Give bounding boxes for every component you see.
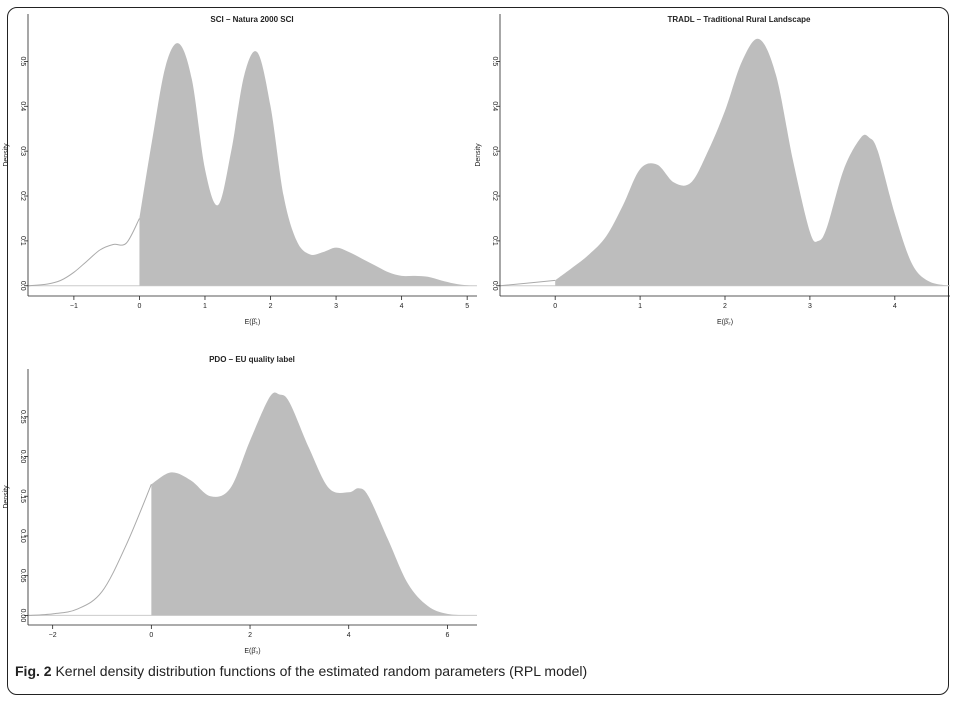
y-tick-label: 0.5 [491,57,498,67]
y-tick-label: 0.00 [19,609,26,623]
x-tick-label: 2 [269,303,273,310]
x-tick-label: −1 [70,303,78,310]
panel-title: TRADL – Traditional Rural Landscape [668,15,812,24]
y-tick-label: 0.1 [491,236,498,246]
y-tick-label: 0.2 [491,191,498,201]
y-axis-label: Density [3,485,10,509]
y-tick-label: 0.4 [491,101,498,111]
shaded-density-area [139,43,477,286]
figure-frame [7,7,949,695]
x-axis-label: E(β̂₁) [245,319,261,326]
x-tick-label: 3 [334,303,338,310]
y-axis-label: Density [3,143,10,167]
panel-title: PDO – EU quality label [209,355,295,364]
y-tick-label: 0.05 [19,569,26,583]
shaded-density-area [555,38,950,286]
y-axis-label: Density [475,143,482,167]
x-axis-label: E(β̂₃) [244,648,260,655]
density-panel-2: TRADL – Traditional Rural Landscape 0 1 2 3 4… [475,14,950,326]
shaded-density-area [151,392,477,616]
y-tick-label: 0.15 [19,489,26,503]
y-tick-label: 0.5 [19,57,26,67]
y-tick-label: 0.0 [491,281,498,291]
x-tick-label: 1 [203,303,207,310]
x-tick-label: 2 [723,303,727,310]
x-tick-label: 2 [248,632,252,639]
x-tick-label: 4 [893,303,897,310]
y-tick-label: 0.2 [19,191,26,201]
x-tick-label: −2 [49,632,57,639]
x-tick-label: 4 [347,632,351,639]
x-tick-label: 0 [149,632,153,639]
x-axis-label: E(β̂₂) [717,319,733,326]
x-tick-label: 5 [465,303,469,310]
x-tick-label: 6 [445,632,449,639]
y-tick-label: 0.3 [491,146,498,156]
x-tick-label: 4 [400,303,404,310]
figure-caption: Fig. 2 Kernel density distribution funct… [15,663,587,679]
y-tick-label: 0.25 [19,410,26,424]
x-tick-label: 1 [638,303,642,310]
caption-text: Kernel density distribution functions of… [55,663,588,679]
y-tick-label: 0.4 [19,101,26,111]
panel-title: SCI – Natura 2000 SCI [210,15,293,24]
x-tick-label: 3 [808,303,812,310]
x-tick-label: 0 [137,303,141,310]
density-curve [27,484,152,616]
y-tick-label: 0.1 [19,236,26,246]
y-tick-label: 0.0 [19,281,26,291]
y-tick-label: 0.3 [19,146,26,156]
density-figure: SCI – Natura 2000 SCI −1 0 1 2 3 4 5 0.0 0.1 0.2 0.… [3,14,950,655]
y-tick-label: 0.10 [19,529,26,543]
y-tick-label: 0.20 [19,450,26,464]
x-tick-label: 0 [553,303,557,310]
density-curve [27,218,140,287]
density-panel-3: PDO – EU quality label −2 0 2 4 6 0.00 0.05 0.10… [3,355,477,655]
density-panel-1: SCI – Natura 2000 SCI −1 0 1 2 3 4 5 0.0 0.1 0.2 0.… [3,14,477,326]
density-curve [499,279,556,287]
caption-label: Fig. 2 [15,663,52,679]
